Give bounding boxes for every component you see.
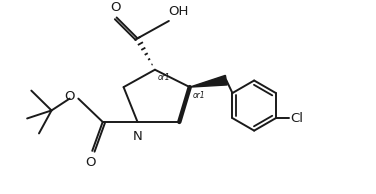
- Text: O: O: [85, 156, 96, 169]
- Text: Cl: Cl: [291, 112, 303, 125]
- Text: or1: or1: [158, 73, 170, 82]
- Text: O: O: [64, 90, 75, 103]
- Text: O: O: [111, 1, 121, 14]
- Polygon shape: [190, 75, 227, 87]
- Text: OH: OH: [168, 5, 189, 18]
- Text: or1: or1: [193, 91, 205, 100]
- Text: N: N: [133, 130, 143, 143]
